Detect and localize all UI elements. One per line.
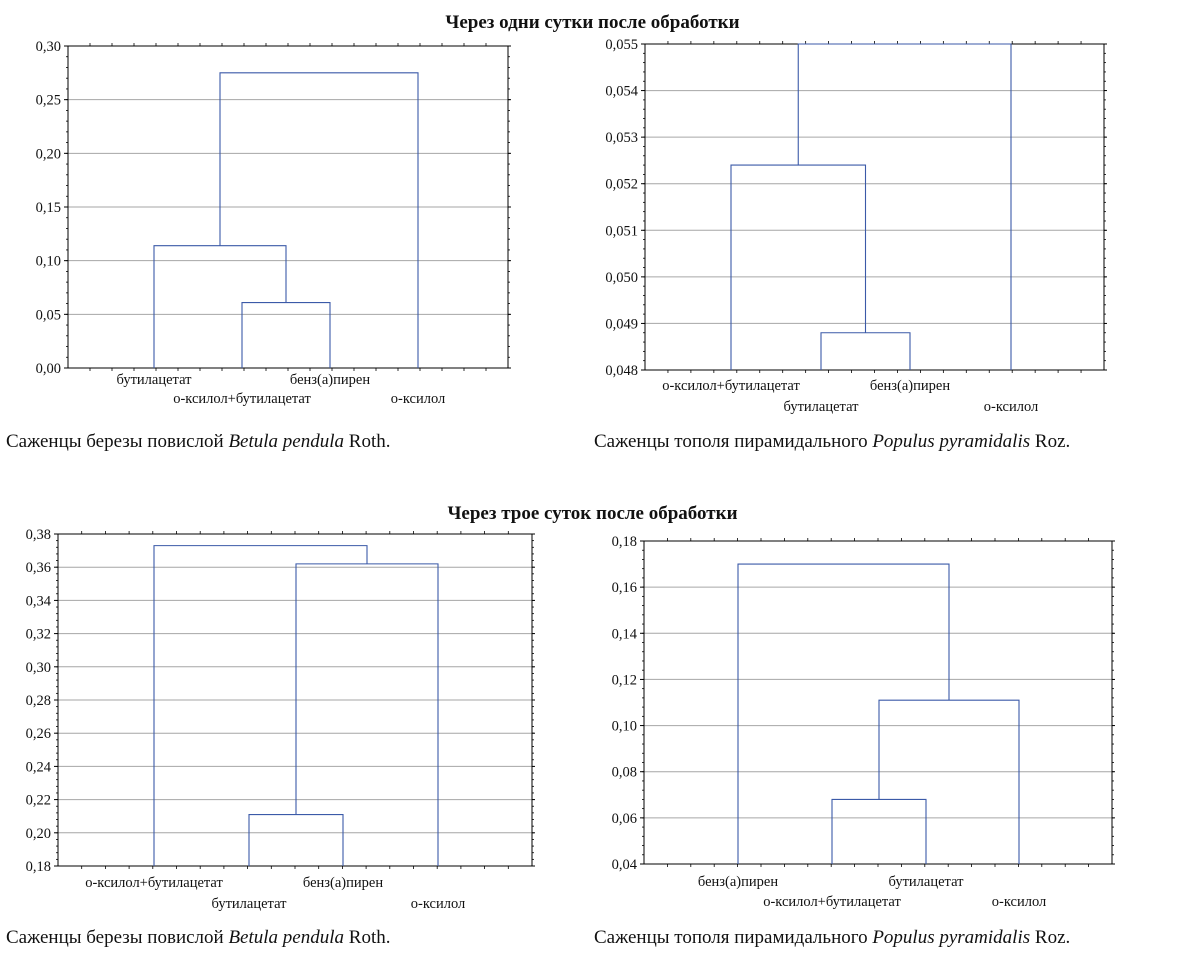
caption-species: Populus pyramidalis xyxy=(872,431,1031,452)
section-title-day1: Через одни сутки после обработки xyxy=(445,12,740,33)
y-tick-label: 0,38 xyxy=(26,527,51,543)
y-tick-label: 0,10 xyxy=(612,719,637,735)
leaf-label: бенз(а)пирен xyxy=(290,372,370,388)
caption-poplar-day3: Саженцы тополя пирамидального Populus py… xyxy=(594,927,1070,949)
y-tick-label: 0,14 xyxy=(612,626,638,642)
caption-prefix: Саженцы тополя пирамидального xyxy=(594,431,873,452)
y-tick-label: 0,20 xyxy=(26,826,51,842)
y-tick-label: 0,34 xyxy=(26,593,52,609)
caption-species: Betula pendula xyxy=(228,431,345,452)
dendrogram-link xyxy=(737,563,950,864)
y-tick-label: 0,051 xyxy=(605,223,638,239)
caption-species: Betula pendula xyxy=(228,927,345,948)
y-tick-label: 0,05 xyxy=(36,307,61,323)
y-tick-label: 0,15 xyxy=(36,200,61,216)
leaf-label: о-ксилол xyxy=(984,399,1039,415)
y-tick-label: 0,16 xyxy=(612,580,637,596)
y-tick-label: 0,32 xyxy=(26,627,51,643)
y-tick-label: 0,20 xyxy=(36,146,61,162)
caption-species: Populus pyramidalis xyxy=(872,927,1031,948)
leaf-label: о-ксилол xyxy=(391,391,446,407)
y-tick-label: 0,049 xyxy=(605,316,638,332)
plot-frame xyxy=(57,533,533,867)
plot-frame xyxy=(67,45,509,369)
leaf-label: о-ксилол+бутилацетат xyxy=(763,894,901,910)
leaf-label: бутилацетат xyxy=(212,896,288,912)
y-tick-label: 0,26 xyxy=(26,726,51,742)
dendrogram-birch-day3: 0,18 0,20 0,22 0,24 0,26 0,28 0,30 0,32 0,34 0,36… xyxy=(26,527,535,912)
caption-suffix: Roz. xyxy=(1030,431,1071,452)
y-tick-label: 0,08 xyxy=(612,765,637,781)
leaf-label: о-ксилол xyxy=(411,896,466,912)
y-tick-label: 0,055 xyxy=(605,37,638,53)
dendrogram-link xyxy=(153,545,368,866)
leaf-label: бенз(а)пирен xyxy=(303,875,383,891)
caption-suffix: Roth. xyxy=(344,431,391,452)
leaf-label: о-ксилол+бутилацетат xyxy=(173,391,311,407)
y-tick-label: 0,22 xyxy=(26,793,51,809)
y-tick-label: 0,06 xyxy=(612,811,637,827)
caption-prefix: Саженцы березы повислой xyxy=(6,927,229,948)
leaf-label: бенз(а)пирен xyxy=(698,874,778,890)
y-tick-label: 0,18 xyxy=(26,859,51,875)
y-tick-label: 0,36 xyxy=(26,560,51,576)
plot-frame xyxy=(643,540,1113,865)
y-tick-label: 0,12 xyxy=(612,672,637,688)
dendrogram-poplar-day3: 0,04 0,06 0,08 0,10 0,12 0,14 0,16 0,18 бенз(а)п… xyxy=(612,534,1115,910)
y-tick-label: 0,30 xyxy=(36,39,61,55)
y-tick-label: 0,048 xyxy=(605,363,638,379)
leaf-label: о-ксилол xyxy=(992,894,1047,910)
caption-suffix: Roth. xyxy=(344,927,391,948)
leaf-label: бенз(а)пирен xyxy=(870,378,950,394)
y-tick-label: 0,053 xyxy=(605,130,638,146)
caption-poplar-day1: Саженцы тополя пирамидального Populus py… xyxy=(594,431,1070,453)
dendrogram-poplar-day1: 0,048 0,049 0,050 0,051 0,052 0,053 0,054 0,055… xyxy=(605,37,1107,415)
caption-birch-day3: Саженцы березы повислой Betula pendula R… xyxy=(6,927,390,949)
y-tick-label: 0,25 xyxy=(36,93,61,109)
y-tick-label: 0,050 xyxy=(605,270,638,286)
leaf-label: о-ксилол+бутилацетат xyxy=(85,875,223,891)
leaf-label: бутилацетат xyxy=(889,874,965,890)
caption-suffix: Roz. xyxy=(1030,927,1071,948)
y-tick-label: 0,00 xyxy=(36,361,61,377)
dendrogram-link xyxy=(219,72,419,368)
caption-prefix: Саженцы березы повислой xyxy=(6,431,229,452)
y-tick-label: 0,18 xyxy=(612,534,637,550)
leaf-label: бутилацетат xyxy=(784,399,860,415)
section-title-day3: Через трое суток после обработки xyxy=(447,503,738,524)
dendrogram-link xyxy=(878,699,1020,864)
y-tick-label: 0,30 xyxy=(26,660,51,676)
y-tick-label: 0,24 xyxy=(26,759,52,775)
dendrogram-birch-day1: 0,00 0,05 0,10 0,15 0,20 0,25 0,30 бутилацетат о… xyxy=(36,39,511,407)
caption-birch-day1: Саженцы березы повислой Betula pendula R… xyxy=(6,431,390,453)
leaf-label: о-ксилол+бутилацетат xyxy=(662,378,800,394)
y-tick-label: 0,054 xyxy=(605,84,638,100)
dendrogram-link xyxy=(831,798,927,864)
y-tick-label: 0,28 xyxy=(26,693,51,709)
y-tick-label: 0,10 xyxy=(36,254,61,270)
leaf-label: бутилацетат xyxy=(117,372,193,388)
dendrogram-link xyxy=(797,43,1012,370)
y-tick-label: 0,04 xyxy=(612,857,638,873)
caption-prefix: Саженцы тополя пирамидального xyxy=(594,927,873,948)
y-tick-label: 0,052 xyxy=(605,177,638,193)
